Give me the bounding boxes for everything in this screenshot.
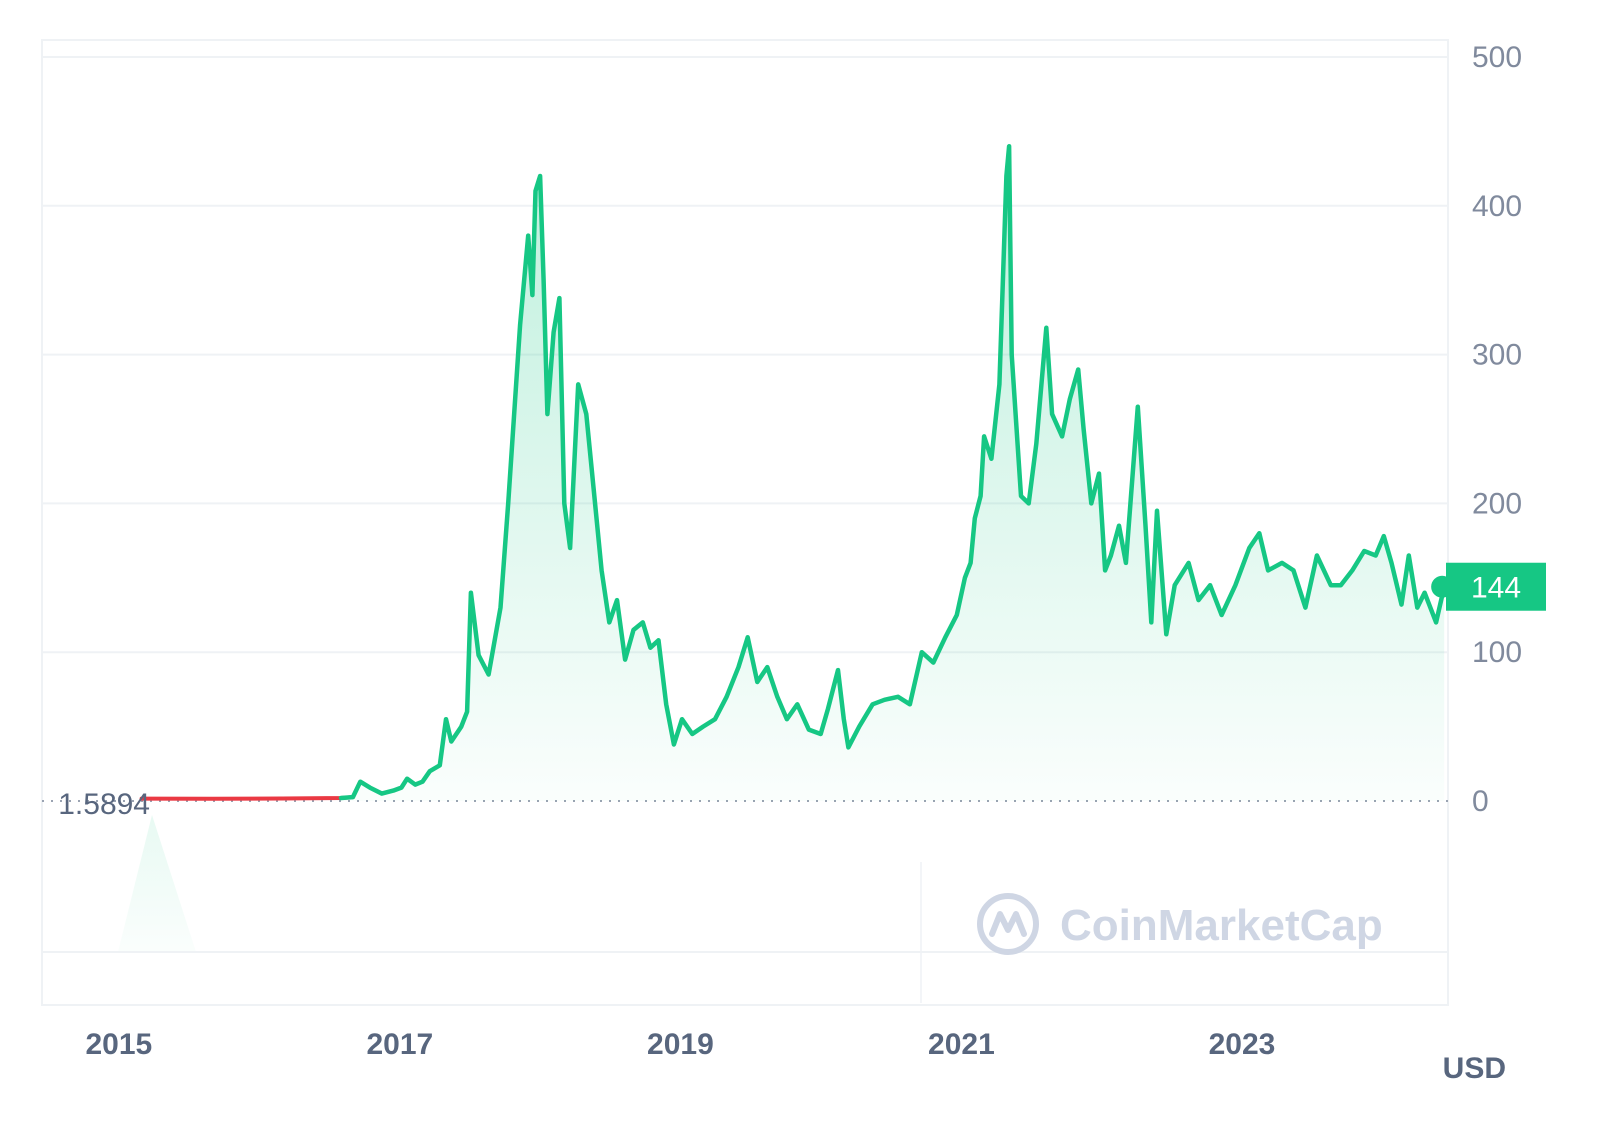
y-tick-label: 300 (1472, 339, 1522, 372)
y-axis: 0 100 200 300 400 500 (1472, 41, 1522, 818)
x-tick-label: 2019 (647, 1028, 714, 1061)
x-axis: 2015 2017 2019 2021 2023 (85, 1028, 1275, 1061)
current-price-badge: 144 (1446, 562, 1546, 611)
y-tick-label: 0 (1472, 785, 1489, 818)
chart-frame (41, 39, 1449, 1006)
y-tick-label: 400 (1472, 190, 1522, 223)
x-tick-label: 2017 (366, 1028, 433, 1061)
y-tick-label: 500 (1472, 41, 1522, 74)
price-area (341, 146, 1445, 802)
current-price-label: 144 (1471, 572, 1521, 605)
y-tick-label: 200 (1472, 487, 1522, 520)
price-line (338, 144, 1447, 801)
currency-label: USD (1443, 1052, 1506, 1085)
x-tick-label: 2023 (1209, 1028, 1276, 1061)
price-line-below-baseline (139, 795, 355, 801)
x-tick-label: 2021 (928, 1028, 995, 1061)
grid-lines (42, 56, 1448, 654)
x-tick-label: 2015 (85, 1028, 152, 1061)
baseline-price-label: 1.5894 (58, 788, 150, 821)
coinmarketcap-watermark: CoinMarketCap (977, 893, 1383, 955)
volume-area (118, 815, 196, 952)
y-tick-label: 100 (1472, 636, 1522, 669)
coinmarketcap-logo-icon (977, 893, 1039, 955)
watermark-text: CoinMarketCap (1060, 901, 1383, 950)
